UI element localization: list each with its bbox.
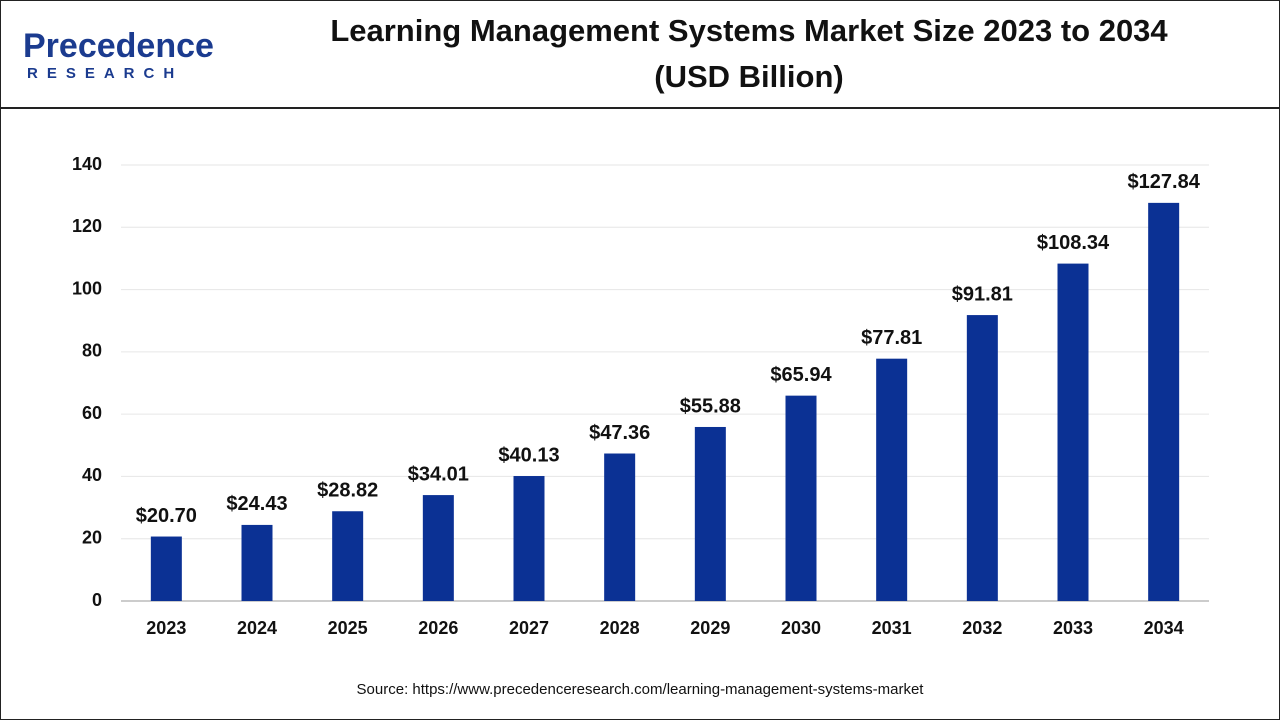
bar (604, 453, 636, 601)
y-tick-label: 140 (72, 154, 102, 174)
value-label: $91.81 (952, 283, 1013, 305)
bar (150, 536, 182, 601)
bar (694, 426, 726, 601)
bar (422, 495, 454, 601)
x-tick-label: 2034 (1144, 618, 1184, 638)
bar (241, 524, 273, 601)
y-tick-label: 100 (72, 278, 102, 298)
x-tick-label: 2028 (600, 618, 640, 638)
value-label: $24.43 (226, 493, 287, 515)
value-label: $108.34 (1037, 232, 1110, 254)
x-tick-label: 2023 (146, 618, 186, 638)
y-tick-label: 20 (82, 527, 102, 547)
value-label: $47.36 (589, 422, 650, 444)
y-tick-label: 40 (82, 465, 102, 485)
value-label: $77.81 (861, 327, 922, 349)
logo-tagline: RESEARCH (27, 65, 184, 82)
x-tick-label: 2025 (328, 618, 368, 638)
source: Source: https://www.precedenceresearch.c… (356, 681, 924, 698)
x-tick-label: 2031 (872, 618, 912, 638)
x-tick-label: 2024 (237, 618, 277, 638)
bar (966, 315, 998, 601)
bar (1057, 263, 1089, 601)
value-label: $40.13 (498, 444, 559, 466)
value-label: $20.70 (136, 505, 197, 527)
value-label: $127.84 (1128, 171, 1201, 193)
bar (785, 395, 817, 601)
y-tick-label: 0 (92, 590, 102, 610)
value-label: $65.94 (770, 364, 832, 386)
logo-name: Precedence (23, 27, 214, 65)
value-label: $55.88 (680, 395, 741, 417)
x-tick-label: 2033 (1053, 618, 1093, 638)
y-tick-label: 60 (82, 403, 102, 423)
y-tick-label: 120 (72, 216, 102, 236)
y-tick-label: 80 (82, 341, 102, 361)
bar (1148, 202, 1180, 601)
bar (876, 358, 908, 601)
chart-title: (USD Billion) (654, 59, 844, 94)
header: Precedence RESEARCH Learning Management … (1, 1, 1279, 109)
x-tick-label: 2032 (962, 618, 1002, 638)
x-tick-label: 2027 (509, 618, 549, 638)
x-tick-label: 2029 (690, 618, 730, 638)
bar (513, 476, 545, 601)
x-tick-label: 2030 (781, 618, 821, 638)
x-tick-label: 2026 (418, 618, 458, 638)
bar (332, 511, 364, 601)
value-label: $28.82 (317, 480, 378, 502)
chart-title: Learning Management Systems Market Size … (330, 13, 1168, 48)
value-label: $34.01 (408, 463, 469, 485)
